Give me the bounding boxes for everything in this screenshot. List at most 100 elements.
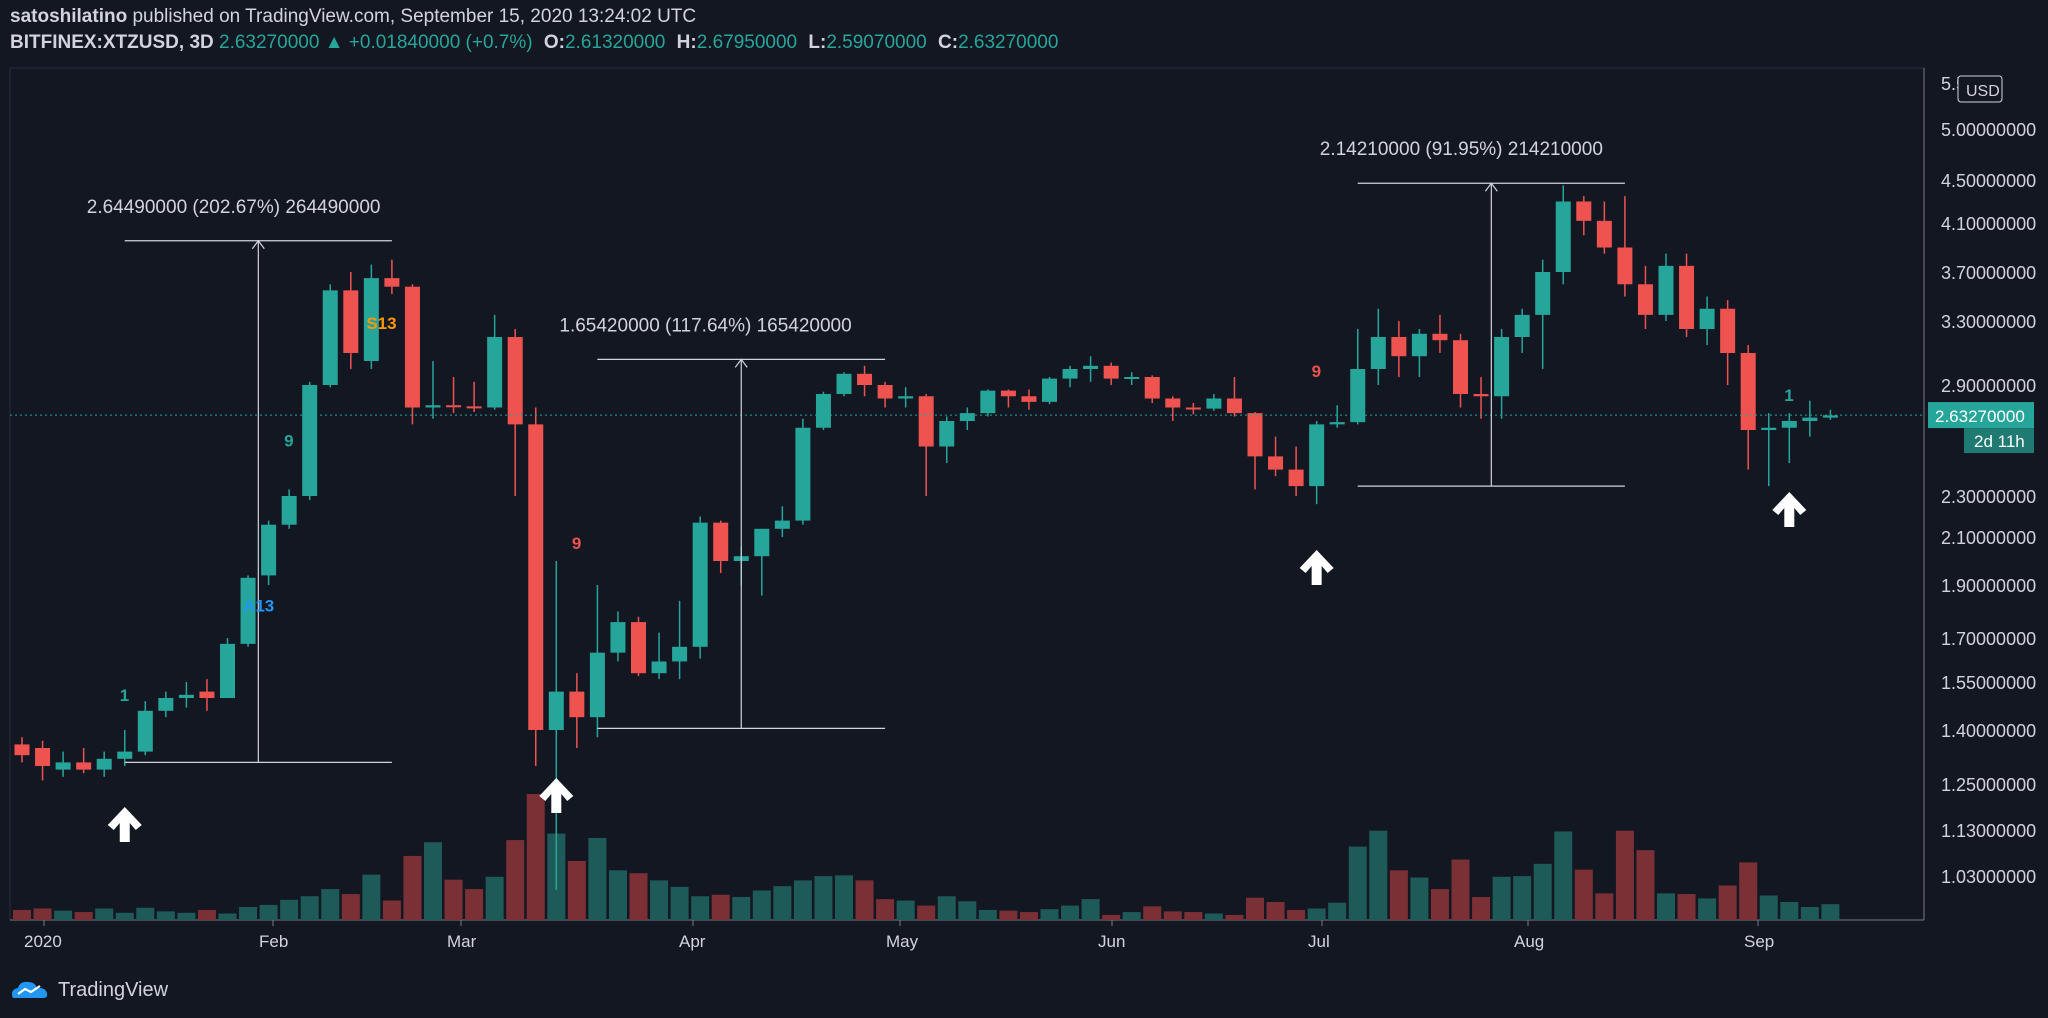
candle-body — [322, 290, 338, 385]
td-marker: 1 — [120, 686, 129, 705]
candle-body — [939, 421, 955, 447]
x-tick-label: Aug — [1514, 932, 1544, 951]
high-value: 2.67950000 — [696, 32, 798, 53]
ohlc-legend: BITFINEX:XTZUSD, 3D 2.63270000 ▲ +0.0184… — [10, 32, 1058, 54]
x-tick-label: 2020 — [24, 932, 62, 951]
volume-bar — [1389, 870, 1408, 920]
candle-body — [1802, 417, 1818, 421]
candle-body — [1535, 272, 1551, 315]
volume-bar — [1595, 893, 1614, 920]
volume-bar — [197, 909, 216, 920]
candle-body — [898, 396, 914, 399]
volume-bar — [958, 901, 977, 920]
volume-bar — [1430, 889, 1449, 920]
y-tick-label: 1.70000000 — [1941, 629, 2036, 649]
candle-body — [610, 622, 626, 653]
symbol-label[interactable]: BITFINEX:XTZUSD, 3D — [10, 32, 214, 53]
candle-body — [713, 522, 729, 561]
volume-bar — [1287, 909, 1306, 920]
last-price-label: 2.63270000 — [1935, 407, 2025, 426]
y-tick-label: 2.90000000 — [1941, 376, 2036, 396]
volume-bar — [1759, 895, 1778, 920]
x-tick-label: Mar — [447, 932, 477, 951]
volume-bar — [1451, 859, 1470, 920]
candle-body — [795, 427, 811, 521]
volume-bar — [1780, 902, 1799, 920]
tradingview-brand: TradingView — [58, 978, 169, 1001]
candle-body — [959, 413, 975, 421]
volume-bar — [1348, 846, 1367, 920]
y-tick-label: 1.55000000 — [1941, 673, 2036, 693]
candle-body — [1124, 377, 1140, 379]
volume-bar — [1657, 893, 1675, 920]
y-tick-label: 1.40000000 — [1941, 721, 2036, 741]
measure-arrow-icon — [734, 358, 748, 368]
volume-bar — [403, 855, 422, 920]
candle-body — [199, 691, 215, 698]
candle-body — [528, 424, 544, 730]
candle-body — [1165, 398, 1181, 408]
candle-body — [1596, 220, 1612, 248]
volume-bar — [1533, 863, 1552, 920]
candle-body — [1268, 456, 1284, 470]
td-marker: S13 — [366, 314, 396, 333]
volume-bar — [444, 879, 463, 920]
volume-bar — [506, 840, 525, 920]
candle-body — [137, 710, 153, 752]
author[interactable]: satoshilatino — [10, 6, 128, 27]
volume-bar — [115, 912, 134, 920]
candle-body — [836, 373, 852, 394]
td-marker: 9 — [1743, 354, 1752, 373]
y-tick-label: 1.03000000 — [1941, 867, 2036, 887]
volume-bar — [937, 896, 956, 920]
volume-bar — [773, 886, 792, 920]
candle-body — [55, 762, 71, 770]
candle-body — [1083, 365, 1099, 369]
volume-bar — [1081, 899, 1100, 920]
candle-body — [1555, 201, 1571, 272]
volume-bar — [608, 870, 627, 920]
candle-body — [548, 691, 564, 730]
candle-body — [281, 496, 297, 525]
candle-body — [240, 577, 256, 644]
volume-bar — [1102, 914, 1121, 920]
x-tick-label: Feb — [259, 932, 288, 951]
volume-bar — [1574, 869, 1593, 920]
candle-body — [651, 661, 667, 674]
volume-bar — [485, 876, 504, 920]
volume-bar — [896, 900, 915, 920]
td-marker: 9 — [1312, 362, 1321, 381]
tradingview-footer[interactable]: TradingView — [10, 978, 168, 1002]
volume-bar — [1821, 904, 1840, 920]
candle-body — [487, 337, 503, 408]
volume-bar — [13, 909, 31, 920]
volume-bar — [1492, 876, 1511, 920]
volume-bar — [691, 896, 710, 920]
y-tick-label: 1.13000000 — [1941, 821, 2036, 841]
up-arrow-icon — [1299, 550, 1334, 585]
volume-bar — [382, 900, 401, 920]
candle-body — [1103, 365, 1119, 379]
candle-body — [980, 390, 996, 414]
candle-body — [14, 744, 30, 756]
volume-bar — [1800, 907, 1819, 920]
y-tick-label: 4.50000000 — [1941, 171, 2036, 191]
candle-body — [1206, 398, 1222, 409]
volume-bar — [588, 837, 607, 920]
volume-bar — [1184, 912, 1203, 920]
candle-body — [1637, 284, 1653, 315]
candle-body — [1658, 265, 1674, 315]
measure-label: 2.64490000 (202.67%) 264490000 — [87, 197, 381, 218]
volume-bar — [876, 899, 895, 920]
up-arrow-icon — [539, 778, 574, 813]
currency-badge — [1957, 75, 2003, 103]
x-tick-label: Sep — [1744, 932, 1774, 951]
volume-bar — [1266, 902, 1285, 920]
candle-body — [1576, 201, 1592, 221]
volume-bar — [239, 907, 258, 920]
y-tick-label: 1.90000000 — [1941, 576, 2036, 596]
volume-bar — [1410, 877, 1429, 920]
volume-bar — [670, 886, 689, 920]
candle-body — [1432, 333, 1448, 341]
